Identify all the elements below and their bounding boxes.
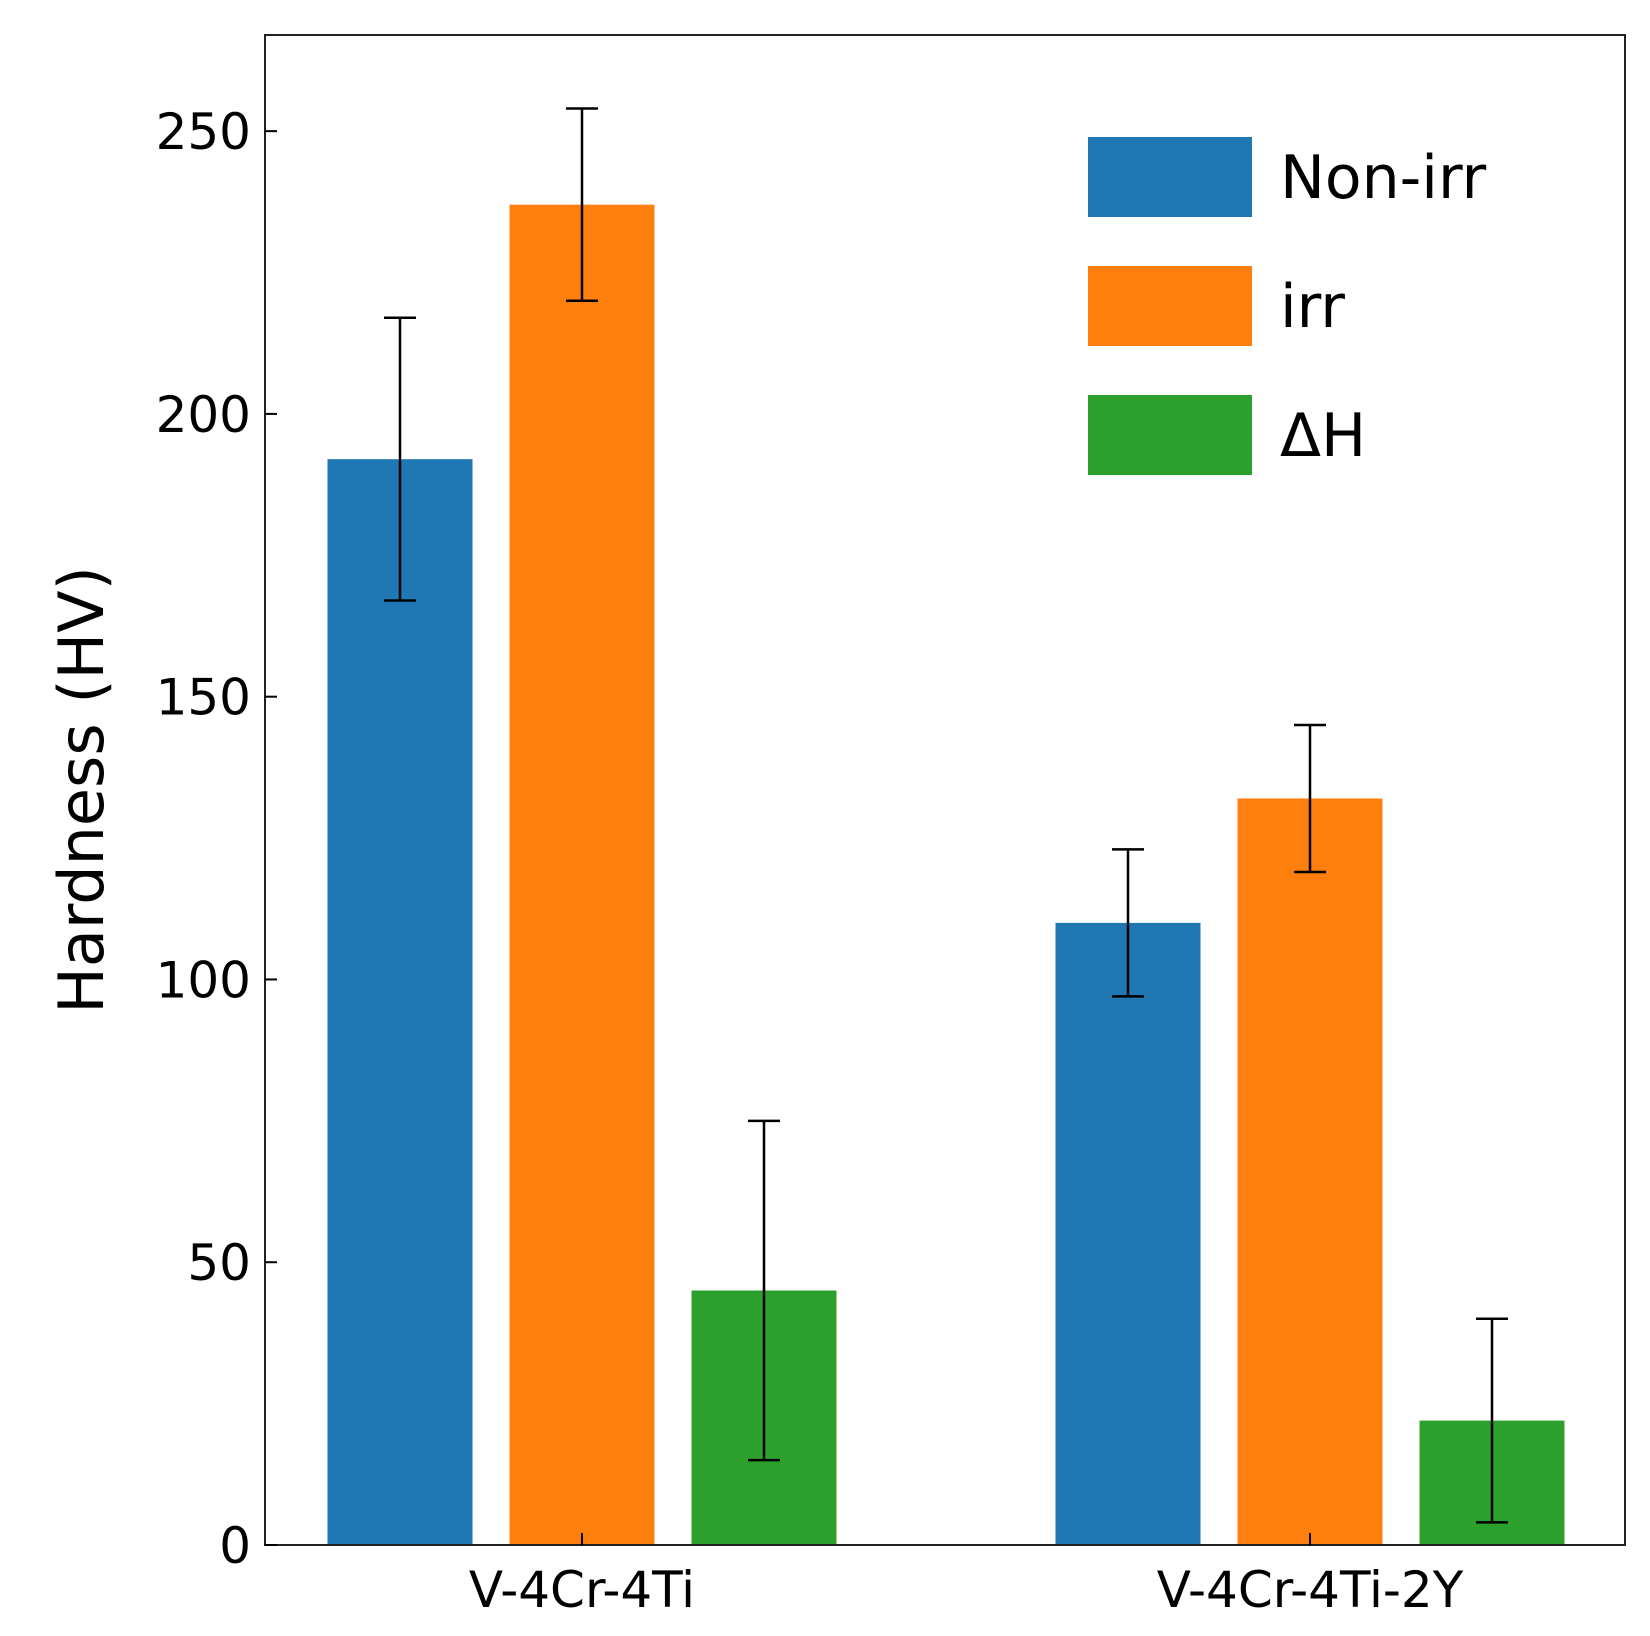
y-axis-title: Hardness (HV) — [45, 566, 118, 1014]
y-tick-label: 200 — [156, 386, 251, 444]
y-tick-label: 100 — [156, 951, 251, 1009]
legend-label-ΔH: ΔH — [1280, 401, 1366, 471]
x-axis: V-4Cr-4Ti V-4Cr-4Ti-2Y — [469, 1533, 1464, 1619]
legend-label-Non-irr: Non-irr — [1280, 143, 1487, 213]
legend-swatch-irr — [1088, 266, 1252, 346]
bar-irr-V-4Cr-4Ti-2Y — [1237, 798, 1383, 1545]
bar-irr-V-4Cr-4Ti — [509, 204, 655, 1545]
y-tick-label: 150 — [156, 669, 251, 727]
legend-label-irr: irr — [1280, 272, 1345, 342]
bar-Non-irr-V-4Cr-4Ti — [327, 459, 473, 1545]
x-tick-label: V-4Cr-4Ti — [469, 1561, 695, 1619]
errorbars-layer — [384, 107, 1508, 1524]
legend: Non-irr irr ΔH — [1088, 137, 1487, 475]
y-tick-label: 50 — [187, 1234, 251, 1292]
y-axis: 0 50 100 150 200 250 — [156, 103, 277, 1575]
x-tick-label: V-4Cr-4Ti-2Y — [1157, 1561, 1464, 1619]
plot-frame — [264, 34, 1626, 1546]
y-tick-label: 0 — [219, 1517, 251, 1575]
bars-layer — [327, 204, 1565, 1545]
legend-swatch-ΔH — [1088, 395, 1252, 475]
bar-Non-irr-V-4Cr-4Ti-2Y — [1055, 922, 1201, 1545]
y-tick-label: 250 — [156, 103, 251, 161]
legend-swatch-Non-irr — [1088, 137, 1252, 217]
